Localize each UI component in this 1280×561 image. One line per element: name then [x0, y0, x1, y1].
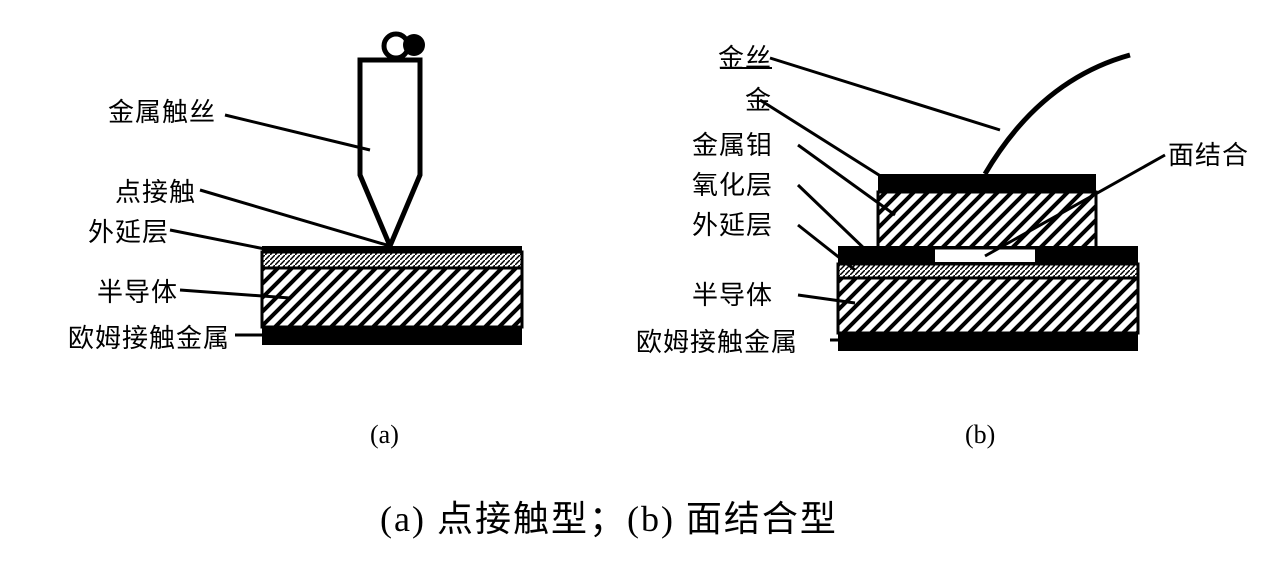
figure-a-svg — [0, 0, 1280, 561]
label-semiconductor-b: 半导体 — [692, 275, 773, 312]
label-semiconductor-a: 半导体 — [97, 272, 178, 309]
label-gold: 金 — [745, 80, 772, 117]
label-ohmic-b: 欧姆接触金属 — [636, 322, 798, 359]
label-oxide: 氧化层 — [692, 165, 773, 202]
label-surface-junction: 面结合 — [1168, 135, 1249, 172]
sub-a: (a) — [370, 420, 399, 450]
label-epitaxial-a: 外延层 — [88, 212, 169, 249]
label-ohmic-a: 欧姆接触金属 — [68, 318, 230, 355]
sub-b: (b) — [965, 420, 995, 450]
diagram-canvas: 金属触丝 点接触 外延层 半导体 欧姆接触金属 金丝 金 金属钼 氧化层 外延层… — [0, 0, 1280, 561]
label-point-contact: 点接触 — [115, 172, 196, 209]
label-metal-whisker: 金属触丝 — [108, 92, 216, 129]
label-metal-mo: 金属钼 — [692, 125, 773, 162]
label-gold-wire: 金丝 — [718, 38, 772, 75]
label-epitaxial-b: 外延层 — [692, 205, 773, 242]
caption: (a) 点接触型；(b) 面结合型 — [380, 490, 838, 542]
